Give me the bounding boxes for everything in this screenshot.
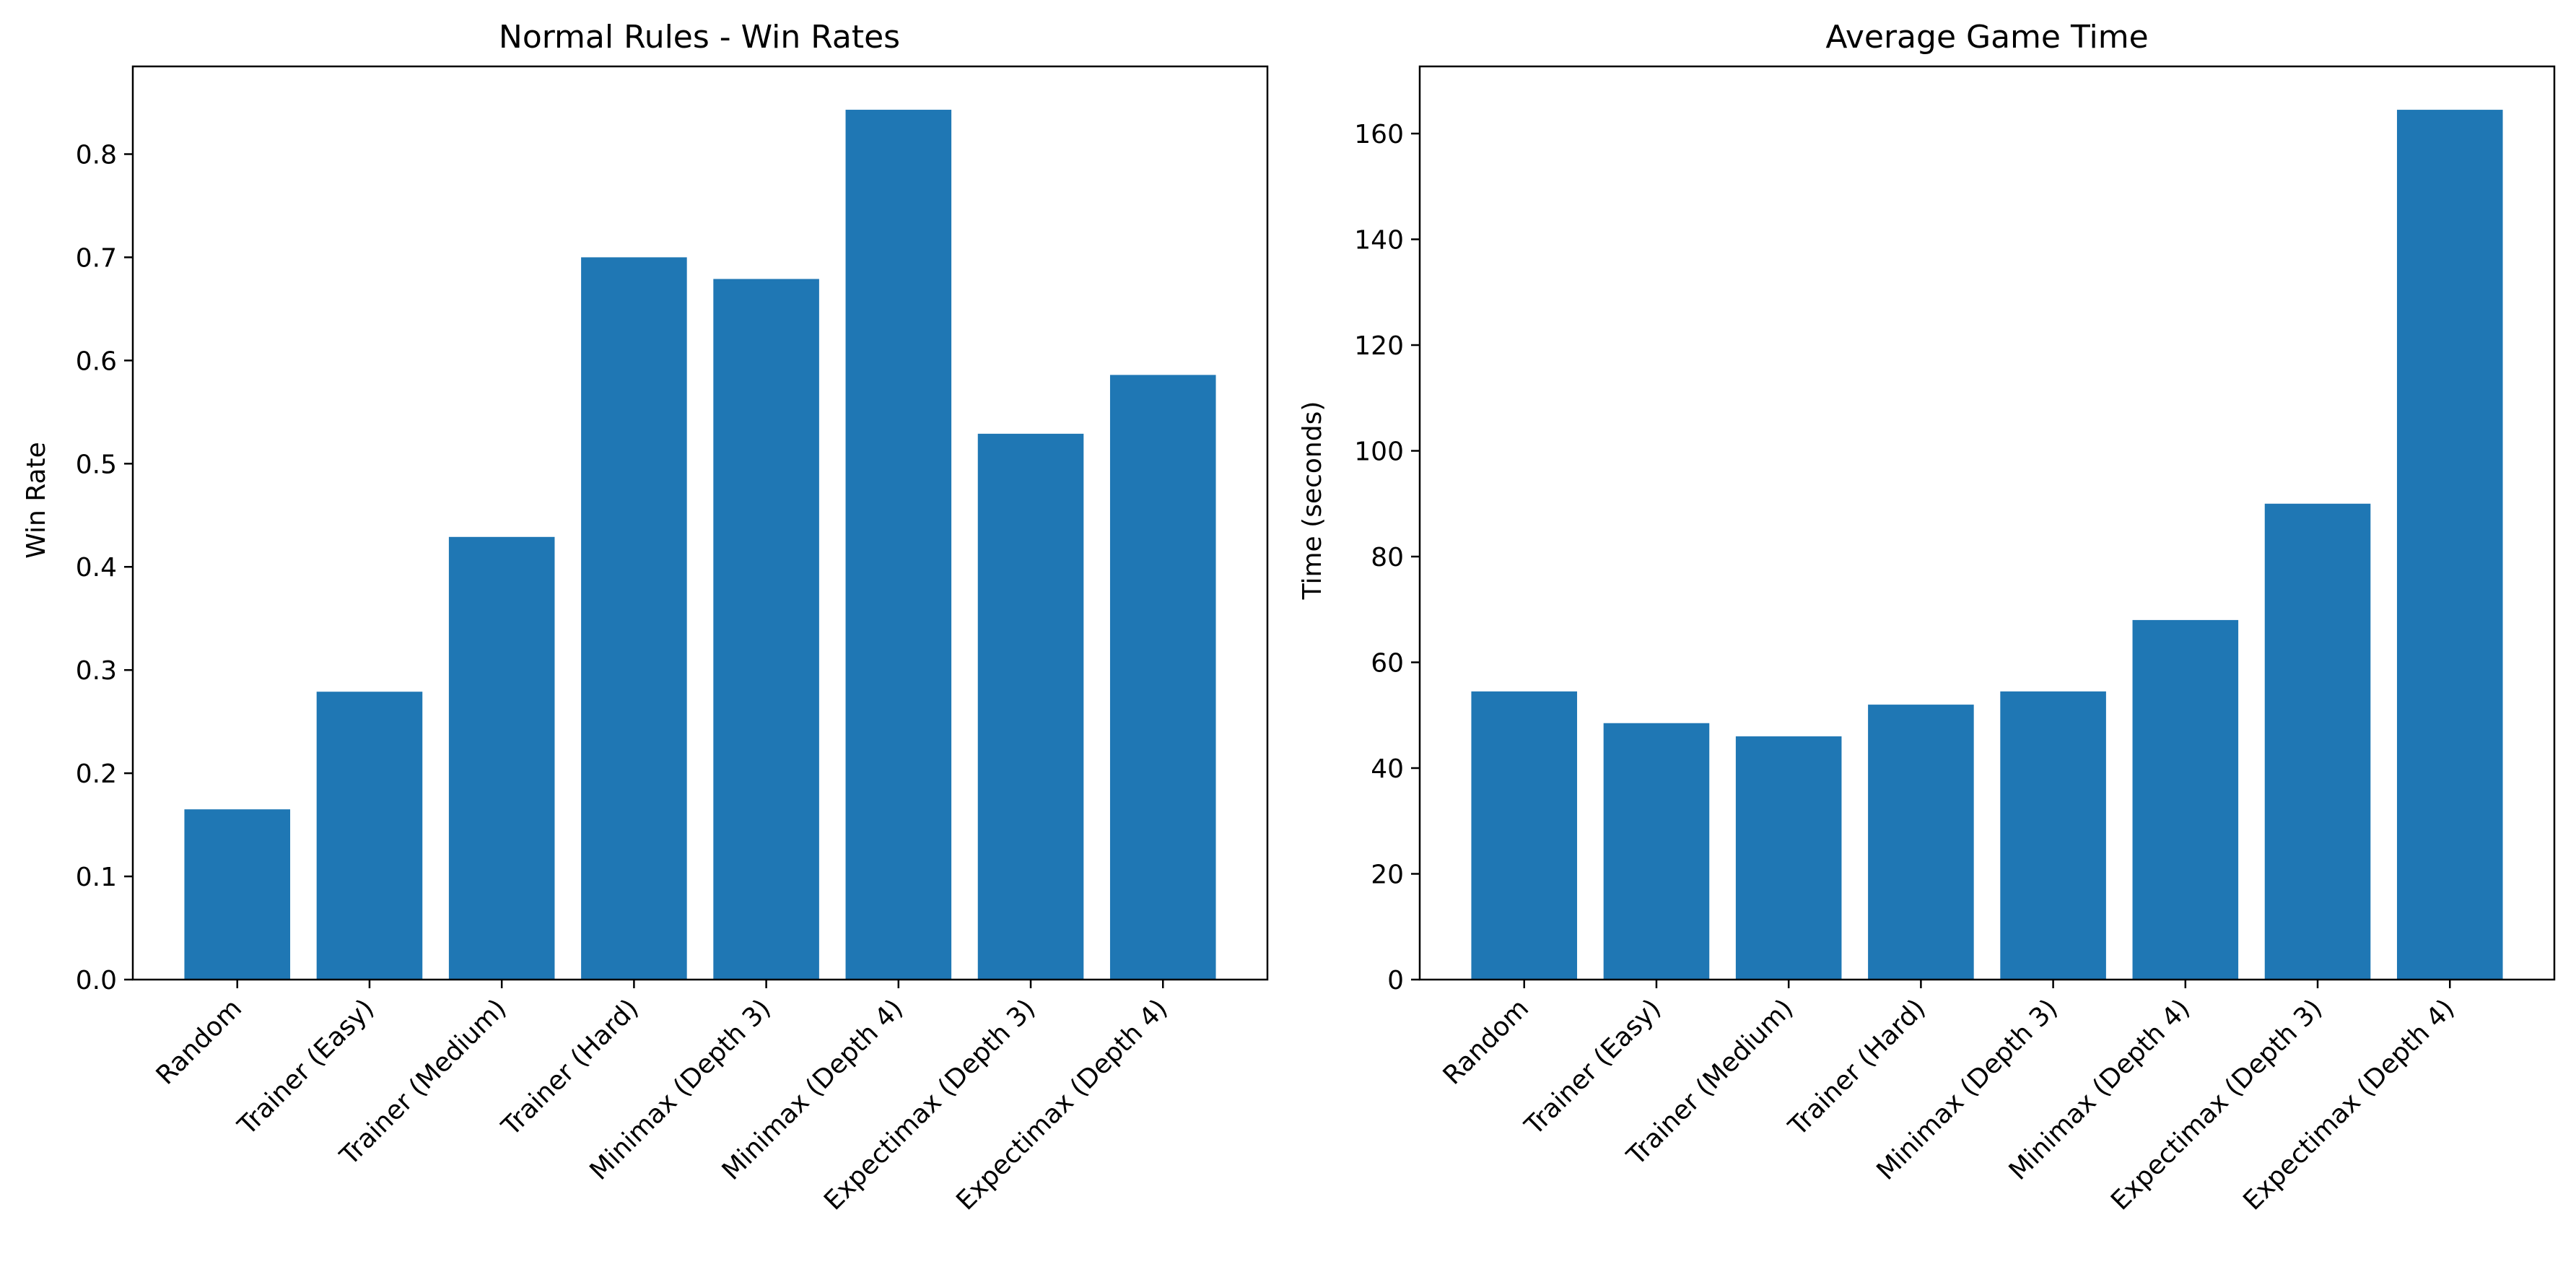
plot-frame — [131, 65, 1269, 981]
bar-4 — [2000, 691, 2106, 980]
y-axis-ticks: 0 20 40 60 80 100 120 140 160 — [1354, 120, 1420, 995]
x-tick-label: Expectimax (Depth 3) — [2105, 993, 2328, 1216]
y-tick-label: 0 — [1387, 966, 1404, 995]
x-tick-label: Trainer (Hard) — [496, 993, 645, 1142]
bar-7 — [2396, 110, 2503, 980]
bar-0 — [184, 809, 291, 980]
bar-3 — [1868, 705, 1974, 980]
bar-7 — [1109, 375, 1216, 980]
x-tick-label: Trainer (Easy) — [1519, 993, 1667, 1141]
y-tick-label: 0.2 — [76, 759, 117, 789]
y-tick-label: 0.1 — [76, 863, 117, 892]
chart-title: Average Game Time — [1825, 19, 2148, 56]
y-axis-label: Win Rate — [22, 442, 51, 559]
y-tick-label: 0.4 — [76, 553, 117, 583]
y-tick-label: 0.5 — [76, 450, 117, 479]
game-time-chart: Average Game Time Time (seconds) 0 20 40 60… — [1298, 19, 2556, 1216]
bar-group — [184, 110, 1216, 980]
plot-frame — [1418, 65, 2556, 981]
bar-2 — [1735, 736, 1842, 980]
y-tick-label: 0.7 — [76, 243, 117, 273]
bar-group — [1471, 110, 2503, 980]
y-tick-label: 40 — [1371, 754, 1404, 784]
y-tick-label: 160 — [1354, 120, 1404, 149]
y-tick-label: 0.8 — [76, 140, 117, 170]
x-tick-label: Expectimax (Depth 4) — [2237, 993, 2460, 1216]
y-tick-label: 20 — [1371, 860, 1404, 890]
y-axis-ticks: 0.0 0.1 0.2 0.3 0.4 0.5 0.6 0.7 0.8 — [76, 140, 133, 995]
y-tick-label: 80 — [1371, 543, 1404, 572]
bar-6 — [2264, 503, 2371, 980]
y-axis-label: Time (seconds) — [1298, 401, 1327, 601]
y-tick-label: 60 — [1371, 649, 1404, 679]
bar-4 — [713, 279, 819, 980]
bar-1 — [316, 692, 423, 980]
bar-5 — [845, 110, 952, 980]
x-tick-label: Expectimax (Depth 4) — [951, 993, 1173, 1216]
y-tick-label: 0.3 — [76, 656, 117, 686]
y-tick-label: 100 — [1354, 437, 1404, 467]
bar-5 — [2132, 619, 2239, 980]
win-rate-chart: Normal Rules - Win Rates Win Rate 0.0 0.1… — [22, 19, 1269, 1216]
x-tick-label: Trainer (Hard) — [1783, 993, 1931, 1142]
bar-0 — [1471, 691, 1578, 980]
bar-6 — [977, 433, 1084, 980]
y-tick-label: 0.6 — [76, 347, 117, 376]
y-tick-label: 120 — [1354, 331, 1404, 361]
x-tick-label: Trainer (Easy) — [232, 993, 380, 1141]
bar-2 — [448, 536, 555, 980]
y-tick-label: 140 — [1354, 226, 1404, 256]
chart-title: Normal Rules - Win Rates — [499, 19, 900, 56]
y-tick-label: 0.0 — [76, 966, 117, 995]
x-tick-label: Random — [151, 993, 248, 1090]
x-tick-label: Expectimax (Depth 3) — [818, 993, 1041, 1216]
bar-1 — [1603, 723, 1710, 980]
x-tick-label: Random — [1438, 993, 1534, 1090]
bar-3 — [581, 257, 687, 980]
